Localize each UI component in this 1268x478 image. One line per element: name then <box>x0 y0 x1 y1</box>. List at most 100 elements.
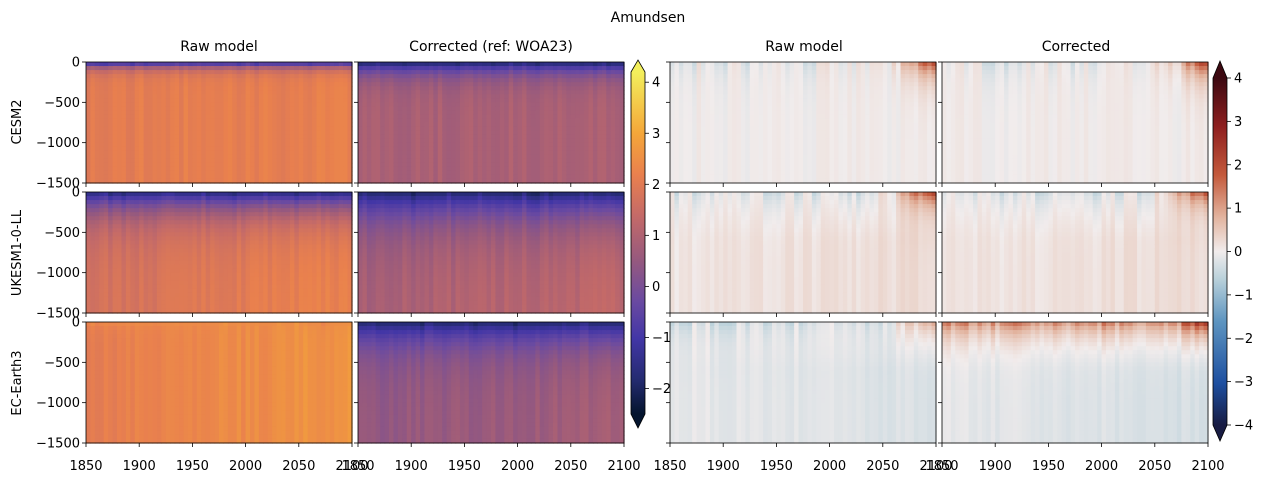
heatmap-cell <box>246 90 251 95</box>
heatmap-cell <box>317 123 322 128</box>
heatmap-cell <box>402 102 407 107</box>
heatmap-cell <box>487 110 492 115</box>
heatmap-cell <box>615 147 620 152</box>
heatmap-cell <box>834 98 839 103</box>
heatmap-cell <box>272 143 277 148</box>
heatmap-cell <box>558 167 563 172</box>
heatmap-cell <box>750 135 755 140</box>
heatmap-cell <box>232 167 237 172</box>
heatmap-cell <box>606 127 611 132</box>
heatmap-cell <box>566 74 571 79</box>
heatmap-cell <box>843 94 848 99</box>
heatmap-cell <box>389 123 394 128</box>
heatmap-cell <box>513 66 518 71</box>
heatmap-cell <box>856 86 861 91</box>
heatmap-cell <box>615 155 620 160</box>
heatmap-cell <box>179 78 184 83</box>
heatmap-cell <box>688 131 693 136</box>
heatmap-cell <box>126 94 131 99</box>
heatmap-cell <box>108 163 113 168</box>
heatmap-cell <box>303 74 308 79</box>
heatmap-cell <box>254 175 259 180</box>
heatmap-cell <box>495 163 500 168</box>
heatmap-cell <box>870 135 875 140</box>
heatmap-cell <box>728 74 733 79</box>
heatmap-cell <box>192 143 197 148</box>
heatmap-cell <box>540 98 545 103</box>
heatmap-cell <box>580 123 585 128</box>
heatmap-cell <box>389 143 394 148</box>
heatmap-cell <box>95 106 100 111</box>
heatmap-cell <box>714 98 719 103</box>
heatmap-cell <box>184 82 189 87</box>
heatmap-cell <box>451 94 456 99</box>
heatmap-cell <box>615 106 620 111</box>
heatmap-cell <box>451 151 456 156</box>
heatmap-cell <box>254 147 259 152</box>
heatmap-cell <box>589 82 594 87</box>
heatmap-cell <box>606 102 611 107</box>
heatmap-cell <box>389 127 394 132</box>
heatmap-cell <box>398 106 403 111</box>
heatmap-cell <box>856 151 861 156</box>
heatmap-cell <box>126 74 131 79</box>
heatmap-cell <box>294 163 299 168</box>
heatmap-cell <box>237 163 242 168</box>
heatmap-cell <box>268 131 273 136</box>
heatmap-cell <box>95 147 100 152</box>
heatmap-cell <box>317 163 322 168</box>
heatmap-cell <box>799 139 804 144</box>
heatmap-cell <box>442 78 447 83</box>
heatmap-cell <box>407 86 412 91</box>
heatmap-cell <box>688 98 693 103</box>
heatmap-cell <box>433 82 438 87</box>
heatmap-cell <box>611 139 616 144</box>
heatmap-cell <box>299 86 304 91</box>
heatmap-cell <box>732 78 737 83</box>
heatmap-cell <box>429 143 434 148</box>
heatmap-cell <box>710 155 715 160</box>
heatmap-cell <box>821 175 826 180</box>
heatmap-cell <box>513 62 518 67</box>
heatmap-cell <box>317 155 322 160</box>
heatmap-cell <box>210 155 215 160</box>
heatmap-cell <box>562 82 567 87</box>
heatmap-cell <box>250 127 255 132</box>
heatmap-cell <box>237 151 242 156</box>
heatmap-cell <box>241 147 246 152</box>
heatmap-cell <box>126 62 131 67</box>
heatmap-cell <box>126 155 131 160</box>
heatmap-cell <box>126 127 131 132</box>
heatmap-cell <box>201 163 206 168</box>
heatmap-cell <box>420 155 425 160</box>
heatmap-cell <box>206 114 211 119</box>
heatmap-cell <box>425 78 430 83</box>
heatmap-cell <box>237 159 242 164</box>
heatmap-cell <box>549 90 554 95</box>
heatmap-cell <box>540 175 545 180</box>
heatmap-cell <box>522 70 527 75</box>
heatmap-cell <box>589 131 594 136</box>
heatmap-cell <box>566 110 571 115</box>
heatmap-cell <box>250 131 255 136</box>
heatmap-cell <box>325 167 330 172</box>
heatmap-cell <box>429 82 434 87</box>
heatmap-cell <box>362 131 367 136</box>
heatmap-cell <box>615 151 620 156</box>
heatmap-cell <box>776 90 781 95</box>
heatmap-cell <box>210 90 215 95</box>
heatmap-cell <box>228 94 233 99</box>
heatmap-cell <box>135 110 140 115</box>
heatmap-cell <box>294 159 299 164</box>
heatmap-cell <box>500 151 505 156</box>
heatmap-cell <box>714 94 719 99</box>
heatmap-cell <box>358 118 363 123</box>
heatmap-cell <box>219 62 224 67</box>
heatmap-cell <box>518 167 523 172</box>
heatmap-cell <box>807 159 812 164</box>
heatmap-cell <box>816 118 821 123</box>
heatmap-cell <box>772 167 777 172</box>
heatmap-cell <box>99 102 104 107</box>
heatmap-cell <box>830 139 835 144</box>
heatmap-cell <box>750 147 755 152</box>
